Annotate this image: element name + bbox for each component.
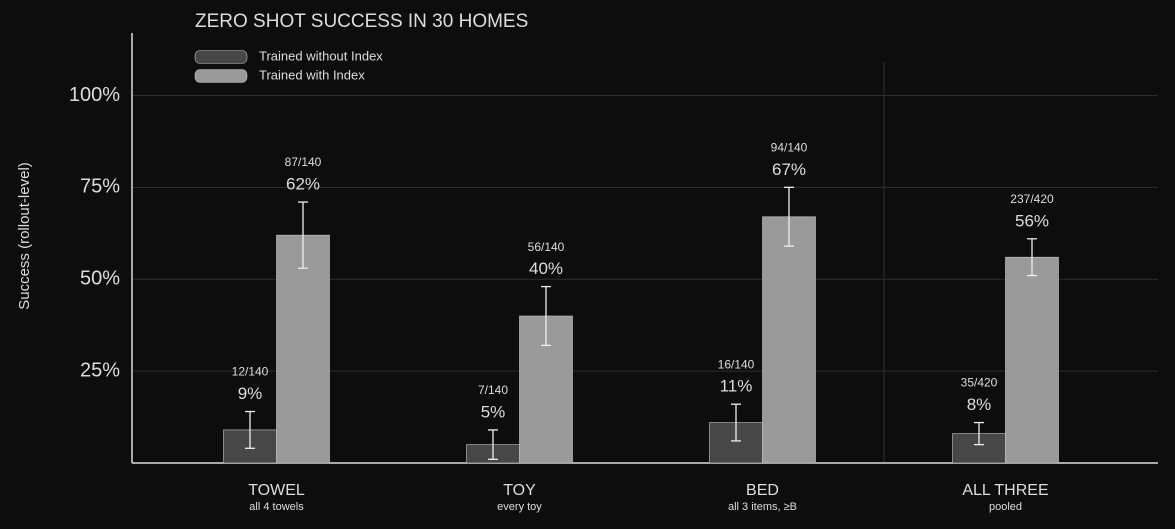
y-tick-label: 25% xyxy=(80,359,120,381)
value-label: 56% xyxy=(1015,211,1049,230)
count-label: 7/140 xyxy=(478,383,508,397)
value-label: 67% xyxy=(772,160,806,179)
y-tick-label: 75% xyxy=(80,176,120,198)
bar xyxy=(1005,256,1059,464)
value-label: 40% xyxy=(529,259,563,278)
count-label: 87/140 xyxy=(285,155,322,169)
y-axis-label: Success (rollout-level) xyxy=(16,162,33,310)
error-bar xyxy=(731,403,741,442)
x-tick-note: all 3 items, ≥B xyxy=(728,501,797,513)
x-tick-label: TOWEL xyxy=(248,482,305,499)
legend-label: Trained with Index xyxy=(259,67,365,82)
error-bar xyxy=(245,410,255,449)
count-label: 12/140 xyxy=(232,365,269,379)
x-tick-label: TOY xyxy=(503,482,536,499)
error-bar xyxy=(1027,238,1037,277)
count-label: 237/420 xyxy=(1010,192,1054,206)
count-label: 56/140 xyxy=(528,240,565,254)
x-tick-label: ALL THREE xyxy=(962,482,1048,499)
count-label: 35/420 xyxy=(961,376,998,390)
error-bar xyxy=(974,421,984,446)
value-label: 9% xyxy=(238,384,263,403)
y-tick-label: 100% xyxy=(69,84,120,106)
x-tick-note: all 4 towels xyxy=(249,501,304,513)
legend-swatch xyxy=(194,69,248,83)
bar xyxy=(762,216,816,464)
count-label: 94/140 xyxy=(771,141,808,155)
y-tick-label: 50% xyxy=(80,268,120,290)
legend-swatch xyxy=(194,50,248,64)
chart-title: ZERO SHOT SUCCESS IN 30 HOMES xyxy=(195,11,528,32)
value-label: 11% xyxy=(720,377,753,396)
x-tick-label: BED xyxy=(746,482,779,499)
value-label: 5% xyxy=(481,402,506,421)
bar xyxy=(276,234,330,464)
error-bar xyxy=(488,429,498,460)
count-label: 16/140 xyxy=(718,357,755,371)
value-label: 62% xyxy=(286,175,320,194)
error-bar xyxy=(298,201,308,269)
x-tick-note: pooled xyxy=(989,501,1022,513)
legend-label: Trained without Index xyxy=(259,48,383,63)
value-label: 8% xyxy=(967,395,992,414)
x-tick-note: every toy xyxy=(497,501,542,513)
error-bar xyxy=(784,186,794,247)
error-bar xyxy=(541,285,551,347)
